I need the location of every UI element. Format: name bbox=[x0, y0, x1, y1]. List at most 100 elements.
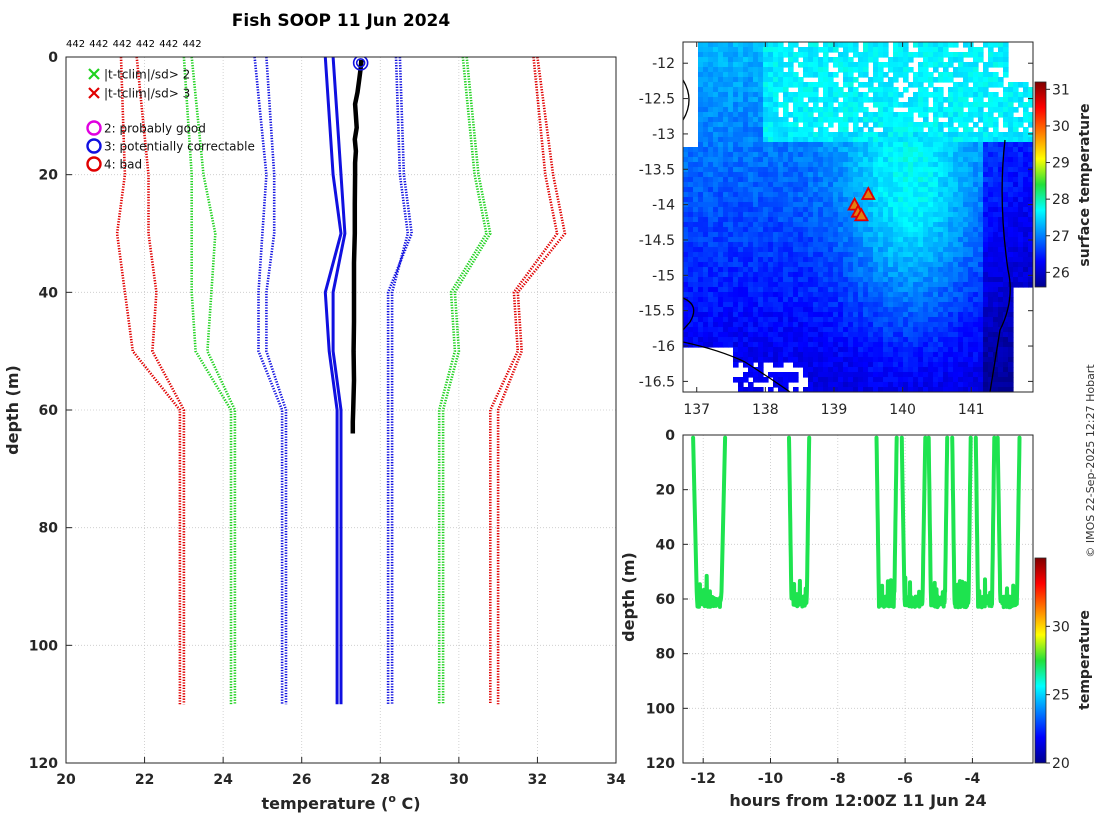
sst-cell bbox=[818, 132, 824, 138]
sst-cell bbox=[918, 307, 924, 313]
sst-cell bbox=[968, 237, 974, 243]
sst-cell bbox=[988, 357, 994, 363]
sst-cell bbox=[823, 342, 829, 348]
sst-cell bbox=[998, 217, 1004, 223]
sst-cell bbox=[983, 82, 989, 88]
sst-cell bbox=[748, 197, 754, 203]
sst-cell bbox=[898, 207, 904, 213]
sst-cell bbox=[1018, 187, 1024, 193]
sst-cell bbox=[888, 147, 894, 153]
sst-cell bbox=[958, 197, 964, 203]
sst-cell bbox=[903, 122, 909, 128]
sst-cell bbox=[688, 197, 694, 203]
sst-cell bbox=[868, 177, 874, 183]
sst-cell bbox=[753, 232, 759, 238]
sst-cell bbox=[878, 162, 884, 168]
sst-cell bbox=[728, 267, 734, 273]
sst-cell bbox=[1008, 357, 1014, 363]
sst-cell bbox=[908, 337, 914, 343]
sst-cell bbox=[748, 322, 754, 328]
sst-cell bbox=[938, 337, 944, 343]
sst-cell bbox=[818, 327, 824, 333]
sst-cell bbox=[813, 352, 819, 358]
sst-cell bbox=[998, 297, 1004, 303]
sst-cell bbox=[758, 117, 764, 123]
sst-cell bbox=[893, 192, 899, 198]
sst-cell bbox=[858, 187, 864, 193]
sst-cell bbox=[808, 107, 814, 113]
sst-cell bbox=[933, 192, 939, 198]
sst-cell bbox=[903, 112, 909, 118]
sst-cell bbox=[893, 267, 899, 273]
sst-cell bbox=[713, 297, 719, 303]
sst-cell bbox=[768, 52, 774, 58]
sst-cell bbox=[953, 117, 959, 123]
flag-marker-inner bbox=[355, 58, 366, 68]
sst-cell bbox=[983, 87, 989, 93]
sst-cell bbox=[958, 297, 964, 303]
sst-cell bbox=[883, 252, 889, 258]
sst-cell bbox=[828, 307, 834, 313]
sst-cell bbox=[813, 272, 819, 278]
sst-cell bbox=[683, 267, 689, 273]
sst-cell bbox=[878, 367, 884, 373]
sst-cell bbox=[953, 257, 959, 263]
sst-cell bbox=[843, 377, 849, 383]
sst-cell bbox=[833, 277, 839, 283]
sst-cell bbox=[973, 337, 979, 343]
sst-cell bbox=[883, 152, 889, 158]
sst-cell bbox=[728, 92, 734, 98]
sst-cell bbox=[748, 167, 754, 173]
sst-cell bbox=[763, 242, 769, 248]
sst-cell bbox=[793, 332, 799, 338]
sst-cell bbox=[808, 367, 814, 373]
sst-cell bbox=[853, 337, 859, 343]
sst-cell bbox=[888, 287, 894, 293]
sst-cell bbox=[768, 257, 774, 263]
sst-cell bbox=[1008, 307, 1014, 313]
sst-cell bbox=[753, 352, 759, 358]
sst-cell bbox=[698, 147, 704, 153]
sst-cell bbox=[793, 287, 799, 293]
sst-cell bbox=[998, 342, 1004, 348]
sst-cell bbox=[843, 132, 849, 138]
sst-cell bbox=[953, 57, 959, 63]
sst-cell bbox=[888, 227, 894, 233]
sst-cell bbox=[963, 162, 969, 168]
sst-cell bbox=[1008, 87, 1014, 93]
sst-cell bbox=[738, 332, 744, 338]
sst-cell bbox=[993, 192, 999, 198]
sst-cell bbox=[813, 337, 819, 343]
sst-cell bbox=[813, 257, 819, 263]
sst-cell bbox=[698, 342, 704, 348]
sst-cell bbox=[993, 232, 999, 238]
sst-cell bbox=[703, 127, 709, 133]
sst-cell bbox=[823, 292, 829, 298]
sst-cell bbox=[898, 382, 904, 388]
sst-cell bbox=[748, 222, 754, 228]
sst-cell bbox=[1028, 117, 1033, 123]
sst-cell bbox=[778, 387, 784, 392]
sst-cell bbox=[988, 337, 994, 343]
sst-cell bbox=[893, 282, 899, 288]
sst-cell bbox=[1018, 172, 1024, 178]
sst-cell bbox=[698, 117, 704, 123]
sst-cell bbox=[903, 137, 909, 143]
sst-cell bbox=[823, 207, 829, 213]
sst-cell bbox=[908, 222, 914, 228]
sst-cell bbox=[973, 252, 979, 258]
sst-cell bbox=[748, 267, 754, 273]
sst-cell bbox=[1013, 142, 1019, 148]
sst-cell bbox=[883, 227, 889, 233]
temperature-colorbar bbox=[1034, 557, 1047, 764]
sst-cell bbox=[708, 162, 714, 168]
sst-cell bbox=[903, 182, 909, 188]
sst-cell bbox=[933, 42, 939, 48]
sst-cell bbox=[713, 237, 719, 243]
sst-cell bbox=[968, 287, 974, 293]
sst-cell bbox=[788, 337, 794, 343]
sst-cell bbox=[693, 292, 699, 298]
sst-cell bbox=[793, 372, 799, 378]
sst-cell bbox=[748, 187, 754, 193]
sst-cell bbox=[998, 237, 1004, 243]
